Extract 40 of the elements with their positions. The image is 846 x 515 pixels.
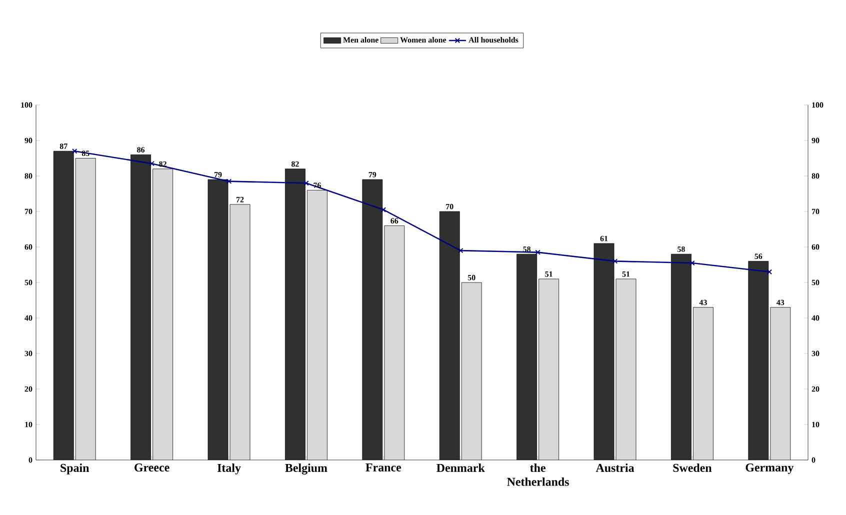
bar bbox=[462, 282, 482, 460]
bar bbox=[671, 254, 692, 460]
bar bbox=[152, 168, 173, 460]
x-tick-label: Austria bbox=[596, 464, 634, 472]
bar bbox=[693, 307, 714, 460]
point bbox=[380, 207, 386, 212]
x-tick-label: Sweden bbox=[673, 464, 712, 472]
point bbox=[72, 148, 78, 154]
bar bbox=[230, 204, 250, 460]
x-tick-label: the Netherlands bbox=[507, 464, 569, 486]
x-tick-label: Italy bbox=[217, 464, 241, 474]
point bbox=[535, 250, 540, 255]
bar bbox=[538, 278, 559, 460]
bar bbox=[208, 180, 228, 460]
point bbox=[612, 258, 618, 264]
bar bbox=[362, 180, 382, 460]
point bbox=[226, 178, 232, 184]
bar bbox=[384, 226, 404, 460]
bar bbox=[285, 168, 306, 460]
bar bbox=[516, 254, 537, 460]
point bbox=[690, 260, 695, 266]
bar bbox=[76, 158, 96, 460]
bar bbox=[770, 307, 791, 460]
point bbox=[766, 269, 772, 274]
x-tick-label: France bbox=[366, 464, 402, 472]
x-tick-label: Greece bbox=[134, 464, 170, 472]
point bbox=[304, 180, 309, 186]
bar bbox=[616, 278, 636, 460]
point bbox=[458, 248, 464, 254]
bar bbox=[307, 190, 328, 460]
bar bbox=[130, 154, 151, 460]
bar bbox=[440, 211, 460, 460]
bar bbox=[54, 151, 74, 460]
bar bbox=[594, 243, 614, 460]
point bbox=[149, 160, 154, 166]
x-tick-label: Denmark bbox=[436, 464, 485, 472]
bar bbox=[748, 260, 769, 460]
x-tick-label: Spain bbox=[60, 464, 90, 474]
x-tick-label: Belgium bbox=[285, 464, 328, 474]
x-tick-label: Germany bbox=[746, 464, 794, 474]
